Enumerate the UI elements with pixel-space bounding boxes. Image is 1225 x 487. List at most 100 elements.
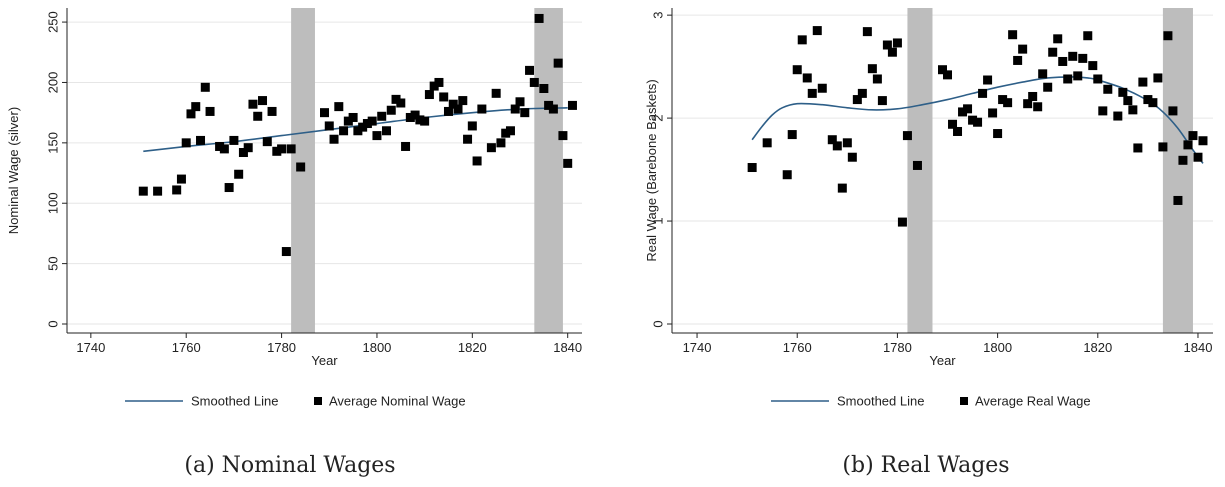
smoothed-line (143, 107, 568, 153)
data-point (1058, 56, 1068, 66)
data-point (348, 112, 358, 122)
data-point (181, 138, 191, 148)
data-point (219, 144, 229, 154)
data-point (1113, 111, 1123, 121)
data-point (176, 174, 186, 184)
data-point (892, 38, 902, 48)
data-point (377, 111, 387, 121)
data-point (358, 122, 368, 132)
data-point (993, 129, 1003, 139)
data-point (1068, 51, 1078, 61)
data-point (415, 115, 425, 125)
data-point (1118, 87, 1128, 97)
data-point (998, 95, 1008, 105)
data-point (1138, 77, 1148, 87)
x-axis-label: Year (311, 353, 338, 368)
legend-label-line: Smoothed Line (837, 394, 924, 409)
data-point (817, 83, 827, 93)
panel-nominal-wages: 0 50 100 150 200 250 1740 1760 1780 1800 1820 1840 Y… (6, 8, 582, 409)
data-point (553, 58, 563, 68)
data-point (968, 115, 978, 125)
x-tick-label: 1820 (1083, 340, 1112, 355)
data-point (842, 138, 852, 148)
data-point (912, 160, 922, 170)
data-point (862, 27, 872, 37)
data-point (1088, 61, 1098, 71)
data-point (762, 138, 772, 148)
data-point (362, 119, 372, 129)
data-point (320, 108, 329, 118)
data-point (812, 26, 822, 36)
data-point (948, 119, 958, 129)
legend-marker-swatch (314, 397, 322, 405)
legend-label-line: Smoothed Line (191, 394, 278, 409)
data-point (958, 107, 968, 117)
data-point (1078, 53, 1088, 63)
data-point (424, 90, 434, 100)
data-point (978, 88, 988, 98)
data-point (1123, 96, 1133, 106)
data-point (172, 185, 182, 195)
data-point (467, 121, 477, 131)
data-point (477, 104, 487, 114)
y-axis-label: Nominal Wage (silver) (6, 107, 21, 234)
data-point (832, 141, 842, 151)
data-point (501, 128, 511, 138)
x-tick-label: 1760 (783, 340, 812, 355)
data-point (837, 183, 847, 193)
data-point (472, 156, 482, 166)
x-tick-label: 1800 (362, 340, 391, 355)
data-point (525, 65, 535, 75)
data-point (510, 104, 520, 114)
data-point (401, 141, 411, 151)
data-point (983, 75, 993, 85)
data-point (1093, 74, 1103, 84)
data-point (1033, 102, 1043, 112)
data-point (1008, 30, 1018, 40)
data-point (953, 126, 963, 136)
data-point (496, 138, 506, 148)
data-point (852, 95, 862, 105)
panel-real-wages: 0 1 2 3 1740 1760 1780 1800 1820 1840 Year Real Wag… (644, 8, 1213, 409)
caption-real-wages: (b) Real Wages (842, 453, 1009, 478)
legend: Smoothed Line Average Nominal Wage (125, 394, 466, 409)
data-point (1153, 73, 1163, 83)
data-point (1158, 142, 1168, 152)
data-point (234, 169, 244, 179)
y-tick-label: 250 (46, 11, 61, 33)
data-point (262, 137, 272, 147)
data-point (802, 73, 812, 83)
y-tick-label: 150 (46, 132, 61, 154)
data-point (329, 134, 339, 144)
y-tick-label: 50 (46, 256, 61, 270)
data-point (410, 110, 420, 120)
y-tick-label: 3 (651, 12, 666, 19)
data-point (486, 143, 496, 153)
data-point (267, 106, 277, 116)
y-tick-label: 0 (651, 320, 666, 327)
data-point (248, 99, 258, 109)
data-point (353, 126, 363, 136)
data-point (887, 47, 897, 57)
y-tick-label: 100 (46, 192, 61, 214)
data-point (938, 65, 947, 75)
data-point (439, 92, 449, 102)
data-point (229, 135, 239, 145)
data-point (458, 96, 468, 106)
data-point (453, 104, 463, 114)
data-point (867, 64, 877, 74)
data-point (138, 186, 148, 196)
data-point (1038, 69, 1048, 79)
data-point (286, 144, 296, 154)
data-point (215, 141, 225, 151)
data-point (191, 102, 201, 112)
data-point (396, 98, 406, 108)
data-point (1073, 71, 1083, 81)
data-point (943, 70, 953, 80)
data-point (1053, 34, 1063, 44)
data-point (782, 170, 792, 180)
data-point (367, 116, 377, 126)
shaded-period (1162, 8, 1193, 333)
data-point (258, 96, 268, 106)
data-point (1003, 98, 1013, 108)
